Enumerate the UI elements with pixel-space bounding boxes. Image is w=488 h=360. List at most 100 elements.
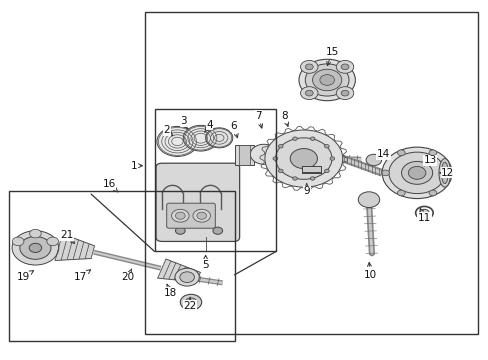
Circle shape <box>259 151 268 158</box>
Circle shape <box>428 150 436 156</box>
Circle shape <box>336 87 353 100</box>
Circle shape <box>47 237 59 246</box>
Text: 1: 1 <box>130 161 142 171</box>
Bar <box>238 145 250 165</box>
Circle shape <box>197 212 206 219</box>
Circle shape <box>292 177 297 180</box>
Bar <box>234 145 254 165</box>
Circle shape <box>180 272 194 283</box>
Text: 13: 13 <box>423 156 436 166</box>
Circle shape <box>292 137 297 140</box>
Circle shape <box>211 132 227 144</box>
Circle shape <box>305 64 348 96</box>
Text: 5: 5 <box>202 255 208 270</box>
Circle shape <box>20 237 51 259</box>
Circle shape <box>12 231 59 265</box>
Circle shape <box>250 144 277 164</box>
Circle shape <box>341 64 348 70</box>
Circle shape <box>401 161 432 184</box>
Circle shape <box>12 237 24 246</box>
Circle shape <box>419 209 428 216</box>
Circle shape <box>300 87 317 100</box>
Circle shape <box>194 134 206 143</box>
Circle shape <box>171 209 189 222</box>
Circle shape <box>278 144 283 148</box>
Bar <box>301 166 321 172</box>
Circle shape <box>172 138 182 145</box>
Circle shape <box>180 294 201 310</box>
FancyBboxPatch shape <box>166 203 215 228</box>
Circle shape <box>30 229 41 238</box>
Text: 11: 11 <box>417 208 430 222</box>
Text: 8: 8 <box>281 111 288 126</box>
Circle shape <box>272 157 277 160</box>
Circle shape <box>366 154 381 166</box>
Text: 2: 2 <box>163 125 172 136</box>
Circle shape <box>324 169 328 172</box>
Circle shape <box>264 130 342 187</box>
Circle shape <box>255 148 272 161</box>
Circle shape <box>163 131 192 152</box>
Circle shape <box>388 152 445 194</box>
Circle shape <box>183 125 218 151</box>
Circle shape <box>212 227 222 234</box>
Text: 6: 6 <box>230 121 238 138</box>
Circle shape <box>312 69 341 91</box>
Text: 10: 10 <box>363 262 376 280</box>
Text: 4: 4 <box>204 120 212 132</box>
Circle shape <box>305 64 312 70</box>
Bar <box>154 109 276 251</box>
Circle shape <box>278 169 283 172</box>
Circle shape <box>397 190 405 196</box>
Circle shape <box>444 170 452 176</box>
Circle shape <box>407 166 425 179</box>
Circle shape <box>310 137 314 140</box>
Bar <box>9 191 234 341</box>
Circle shape <box>324 144 328 148</box>
Circle shape <box>175 268 199 286</box>
Circle shape <box>300 60 317 73</box>
Text: 3: 3 <box>180 116 187 129</box>
Text: 7: 7 <box>254 111 262 128</box>
Circle shape <box>329 157 334 160</box>
Circle shape <box>175 212 185 219</box>
Circle shape <box>215 135 223 141</box>
Circle shape <box>157 126 198 157</box>
Text: 14: 14 <box>376 149 389 159</box>
Text: 17: 17 <box>73 270 90 282</box>
Circle shape <box>275 138 331 179</box>
FancyBboxPatch shape <box>156 163 239 242</box>
Circle shape <box>168 135 186 148</box>
Text: 15: 15 <box>325 47 338 66</box>
Circle shape <box>29 243 41 252</box>
Circle shape <box>310 177 314 180</box>
Polygon shape <box>55 234 94 261</box>
Polygon shape <box>157 259 200 282</box>
Circle shape <box>188 300 193 304</box>
Circle shape <box>381 147 451 199</box>
Circle shape <box>175 227 185 234</box>
Ellipse shape <box>438 158 450 187</box>
Circle shape <box>205 128 232 148</box>
Circle shape <box>319 75 334 85</box>
Circle shape <box>189 130 212 147</box>
Text: 22: 22 <box>183 297 196 311</box>
Circle shape <box>185 298 197 306</box>
Text: 19: 19 <box>17 271 34 282</box>
Circle shape <box>341 90 348 96</box>
Circle shape <box>397 150 405 156</box>
Text: 12: 12 <box>439 168 453 178</box>
Text: 18: 18 <box>163 284 177 297</box>
Circle shape <box>298 59 355 101</box>
Text: 20: 20 <box>121 269 134 282</box>
Circle shape <box>193 209 210 222</box>
Circle shape <box>428 190 436 196</box>
Text: 16: 16 <box>102 179 118 192</box>
Circle shape <box>381 170 388 176</box>
Circle shape <box>358 192 379 207</box>
Text: 21: 21 <box>61 230 74 243</box>
Bar <box>144 12 477 334</box>
Ellipse shape <box>441 162 447 184</box>
Circle shape <box>305 90 312 96</box>
Circle shape <box>289 149 317 168</box>
